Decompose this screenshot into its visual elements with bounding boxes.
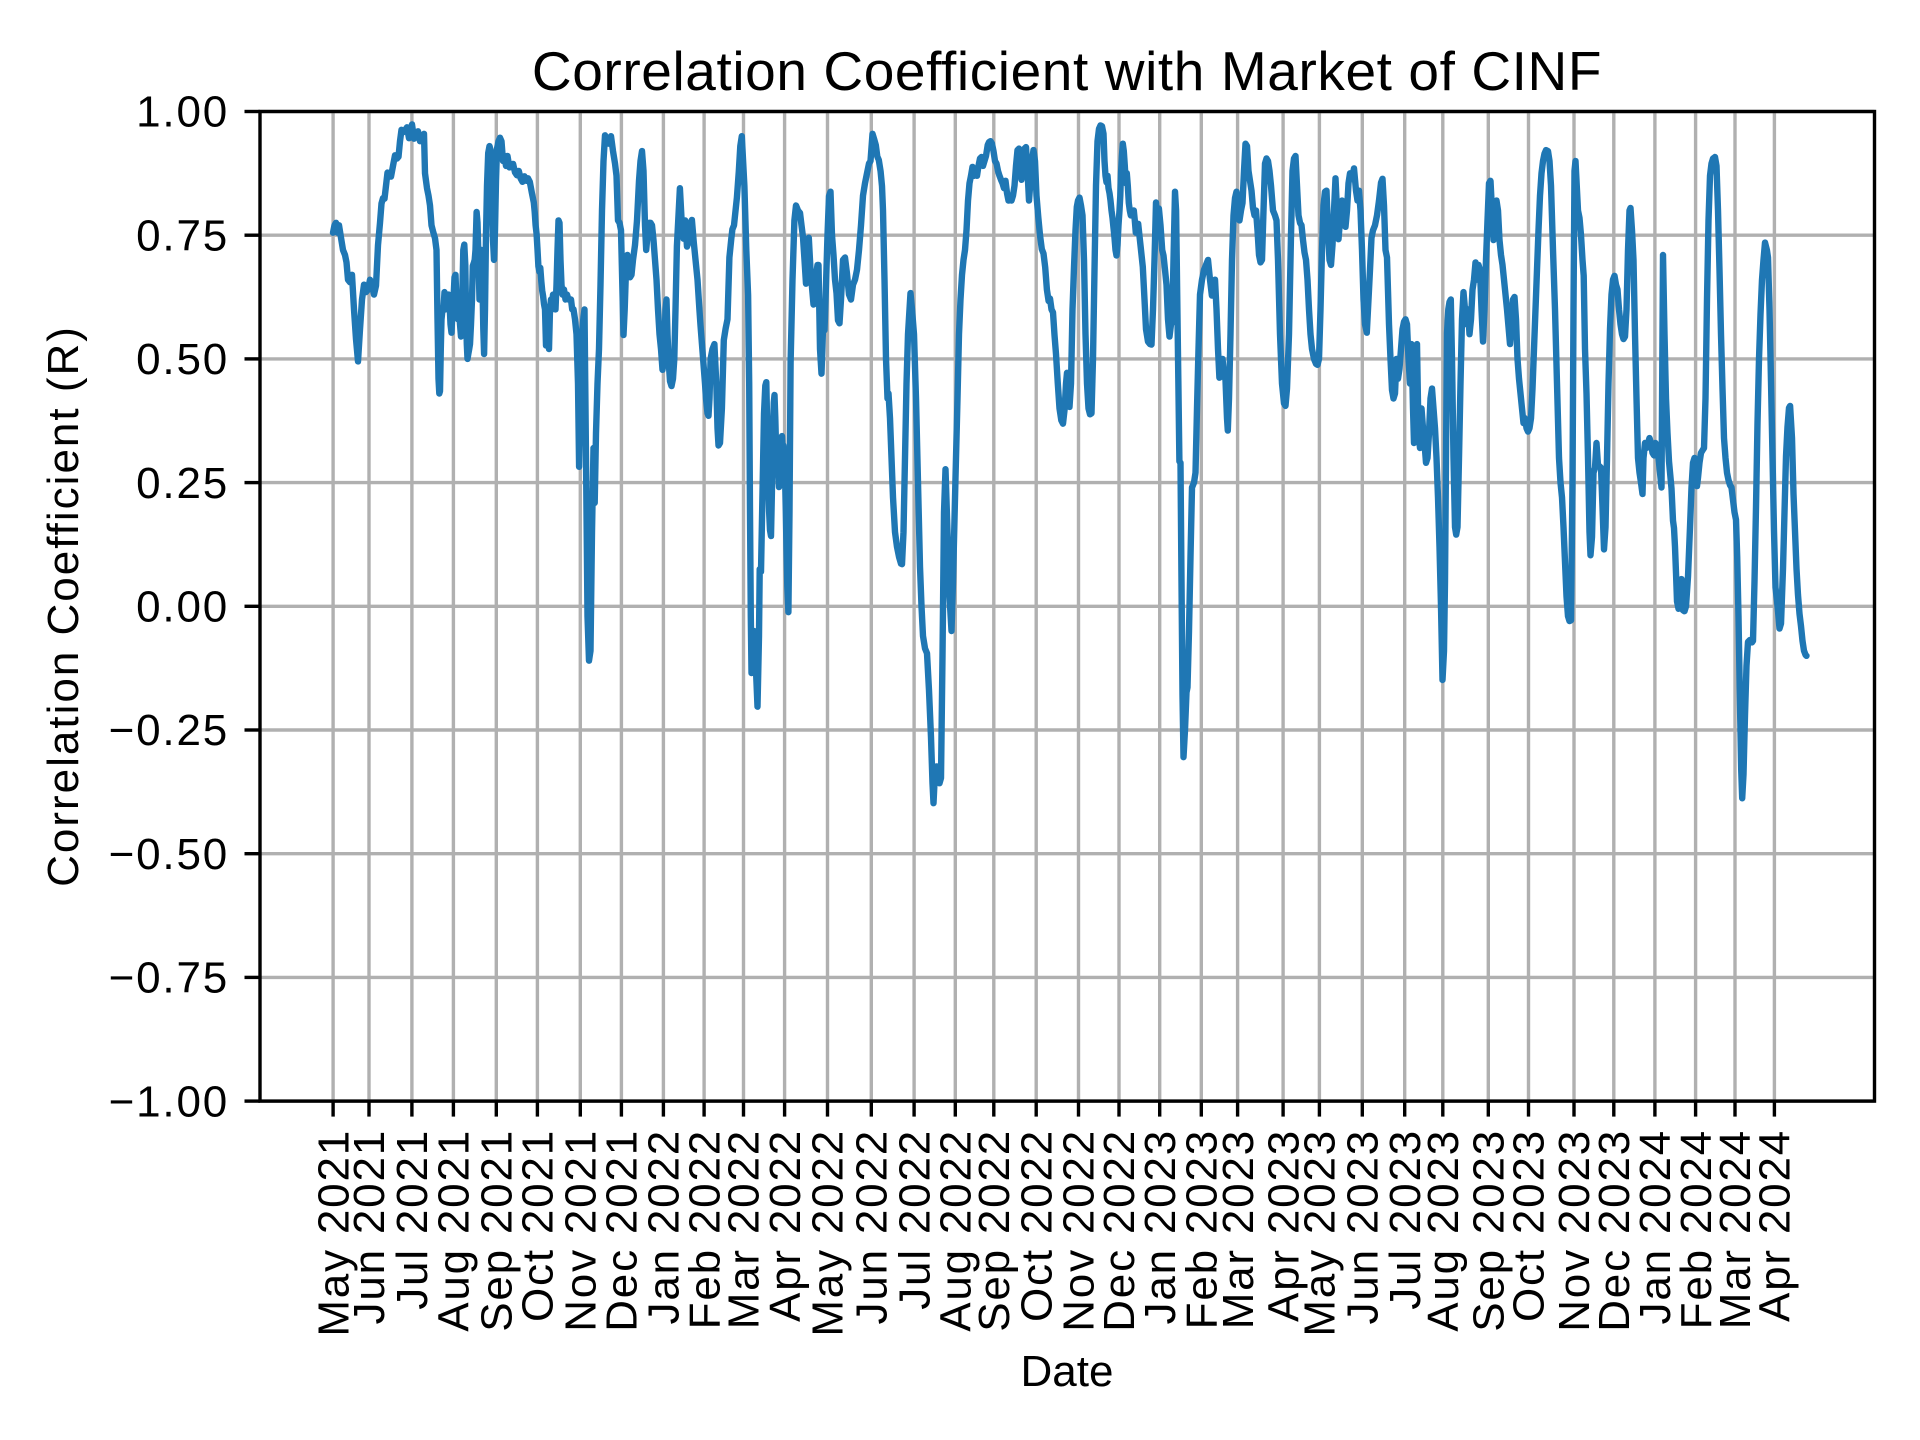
svg-text:Mar 2022: Mar 2022 xyxy=(720,1129,769,1329)
svg-text:0.00: 0.00 xyxy=(136,583,229,632)
svg-text:Apr 2023: Apr 2023 xyxy=(1259,1129,1308,1322)
svg-text:Jun 2022: Jun 2022 xyxy=(848,1129,897,1324)
svg-text:Jan 2024: Jan 2024 xyxy=(1631,1129,1680,1324)
svg-text:May 2023: May 2023 xyxy=(1296,1129,1345,1337)
svg-text:Apr 2022: Apr 2022 xyxy=(761,1129,810,1322)
svg-text:−1.00: −1.00 xyxy=(109,1077,229,1126)
svg-text:1.00: 1.00 xyxy=(136,88,229,137)
svg-text:Dec 2023: Dec 2023 xyxy=(1590,1129,1639,1332)
svg-text:Feb 2022: Feb 2022 xyxy=(680,1129,729,1329)
svg-text:Oct 2022: Oct 2022 xyxy=(1012,1129,1061,1322)
svg-text:Dec 2021: Dec 2021 xyxy=(598,1129,647,1332)
svg-text:Jan 2023: Jan 2023 xyxy=(1136,1129,1185,1324)
svg-text:May 2021: May 2021 xyxy=(309,1129,358,1337)
svg-text:Jul 2023: Jul 2023 xyxy=(1381,1129,1430,1310)
svg-text:0.50: 0.50 xyxy=(136,335,229,384)
svg-text:May 2022: May 2022 xyxy=(804,1129,853,1337)
svg-text:−0.75: −0.75 xyxy=(109,954,229,1003)
svg-text:Date: Date xyxy=(1021,1347,1114,1396)
svg-text:−0.50: −0.50 xyxy=(109,830,229,879)
svg-text:Feb 2023: Feb 2023 xyxy=(1178,1129,1227,1329)
svg-text:−0.25: −0.25 xyxy=(109,706,229,755)
svg-text:Sep 2021: Sep 2021 xyxy=(473,1129,522,1332)
svg-text:Jun 2023: Jun 2023 xyxy=(1339,1129,1388,1324)
svg-text:Mar 2024: Mar 2024 xyxy=(1711,1129,1760,1329)
svg-text:Nov 2021: Nov 2021 xyxy=(557,1129,606,1332)
svg-text:Aug 2021: Aug 2021 xyxy=(430,1129,479,1332)
svg-text:Sep 2022: Sep 2022 xyxy=(970,1129,1019,1332)
svg-text:Jan 2022: Jan 2022 xyxy=(640,1129,689,1324)
svg-text:Aug 2023: Aug 2023 xyxy=(1419,1129,1468,1332)
svg-text:Jul 2022: Jul 2022 xyxy=(890,1129,939,1310)
svg-text:0.25: 0.25 xyxy=(136,459,229,508)
svg-text:Nov 2022: Nov 2022 xyxy=(1055,1129,1104,1332)
svg-text:Mar 2023: Mar 2023 xyxy=(1214,1129,1263,1329)
svg-text:Correlation Coefficient (R): Correlation Coefficient (R) xyxy=(39,325,88,887)
svg-text:Dec 2022: Dec 2022 xyxy=(1095,1129,1144,1332)
svg-text:Jul 2021: Jul 2021 xyxy=(388,1129,437,1310)
svg-text:Jun 2021: Jun 2021 xyxy=(345,1129,394,1324)
svg-text:Oct 2023: Oct 2023 xyxy=(1505,1129,1554,1322)
svg-text:Correlation Coefficient with M: Correlation Coefficient with Market of C… xyxy=(532,40,1602,102)
svg-text:Apr 2024: Apr 2024 xyxy=(1751,1129,1800,1322)
svg-text:Nov 2023: Nov 2023 xyxy=(1550,1129,1599,1332)
svg-text:Feb 2024: Feb 2024 xyxy=(1672,1129,1721,1329)
svg-text:Sep 2023: Sep 2023 xyxy=(1465,1129,1514,1332)
svg-text:Aug 2022: Aug 2022 xyxy=(932,1129,981,1332)
svg-text:Oct 2021: Oct 2021 xyxy=(514,1129,563,1322)
svg-text:0.75: 0.75 xyxy=(136,211,229,260)
